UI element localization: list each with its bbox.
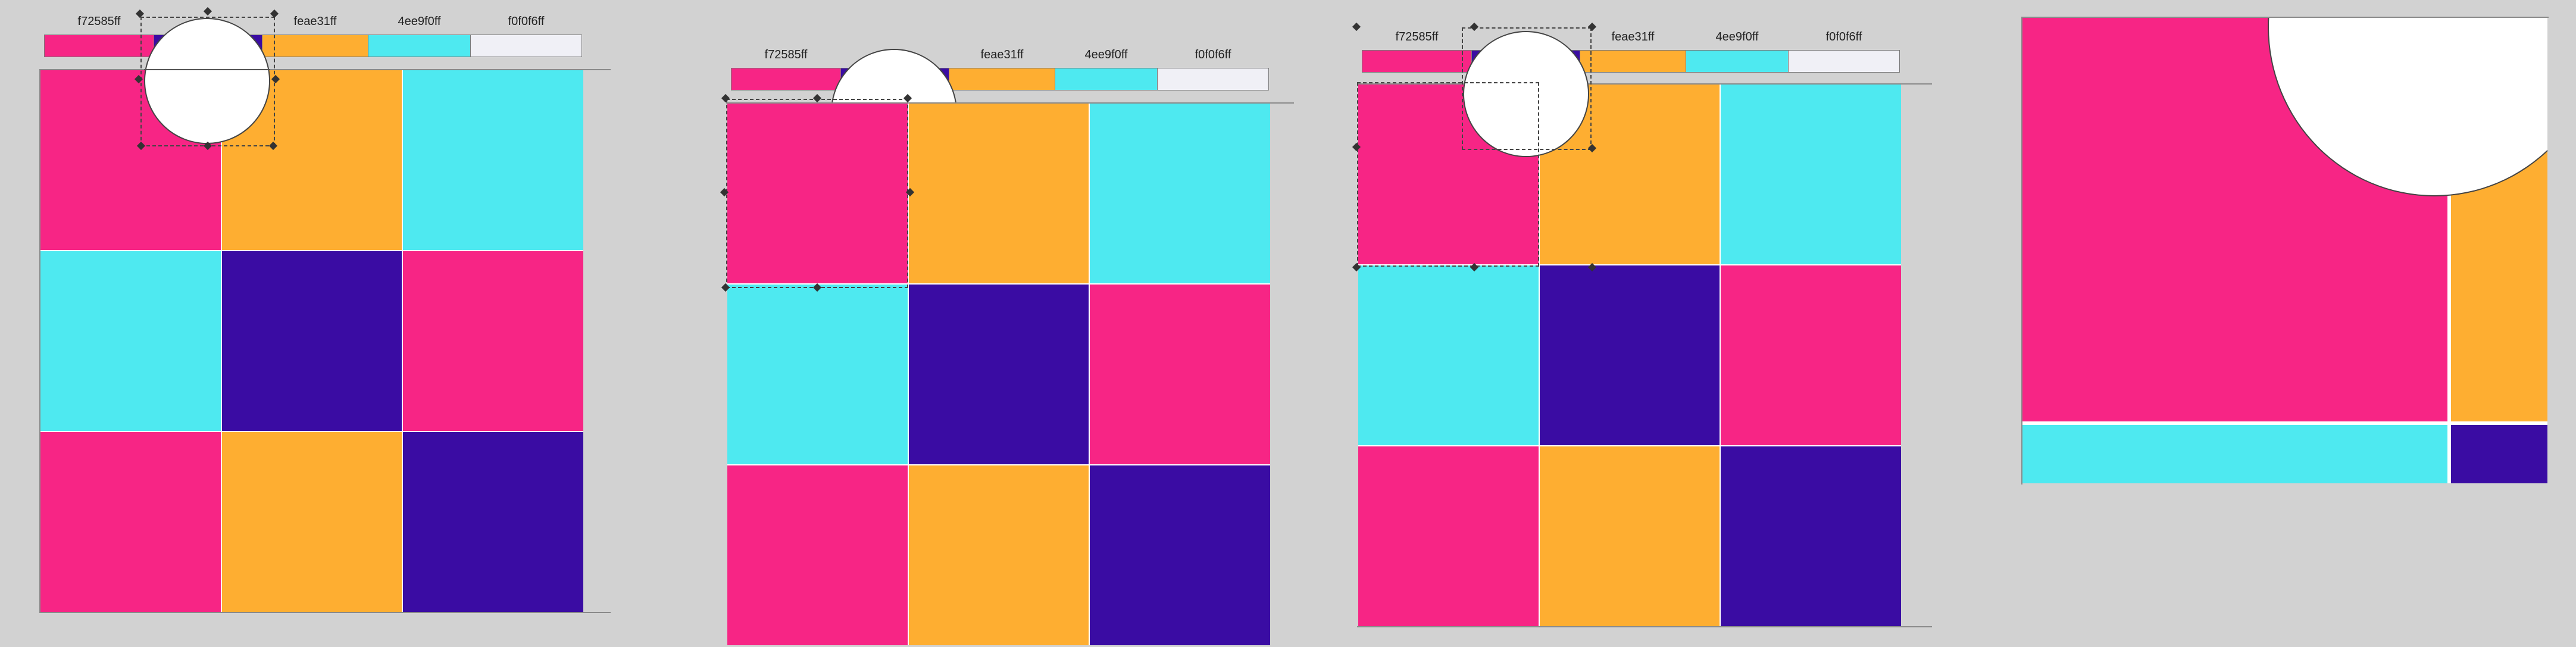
swatch-label: f72585ff <box>77 15 121 28</box>
panel-4-zoomed <box>2018 0 2576 647</box>
swatch-orange[interactable]: feae31ff <box>1580 30 1686 72</box>
grid-cell[interactable] <box>221 432 402 612</box>
swatch-label: f0f0f6ff <box>1195 48 1231 61</box>
swatch-white[interactable]: f0f0f6ff <box>1789 30 1899 72</box>
circle-shape[interactable] <box>144 18 270 144</box>
grid-cell[interactable] <box>1358 446 1539 626</box>
swatch-label: 4ee9f0ff <box>398 15 441 28</box>
panel-3: f72585ff feae31ff 4ee9f0ff f0f0f6ff <box>1309 0 1964 647</box>
grid-cell[interactable] <box>727 285 908 464</box>
grid-cell[interactable] <box>1090 285 1270 464</box>
left-rule <box>39 69 40 613</box>
panel-1: f72585ff feae31ff 4ee9f0ff f0f0f6ff <box>0 0 619 647</box>
swatch-white[interactable]: f0f0f6ff <box>471 15 582 57</box>
panel-2: f72585ff feae31ff 4ee9f0ff f0f0f6ff <box>655 0 1309 647</box>
grid-cell[interactable] <box>1721 85 1901 264</box>
zoom-cyan-cell[interactable] <box>2022 425 2447 483</box>
color-grid <box>1358 85 1901 626</box>
zoom-indigo-cell[interactable] <box>2451 425 2547 483</box>
palette-bar: f72585ff feae31ff 4ee9f0ff f0f0f6ff <box>731 48 1269 90</box>
grid-cell[interactable] <box>1721 446 1901 626</box>
swatch-magenta[interactable]: f72585ff <box>45 15 154 57</box>
grid-cell[interactable] <box>908 465 1089 645</box>
swatch-label: feae31ff <box>293 15 337 28</box>
grid-cell[interactable] <box>403 70 583 250</box>
grid-cell[interactable] <box>1090 104 1270 283</box>
selection-box[interactable] <box>726 99 908 288</box>
swatch-orange[interactable]: feae31ff <box>262 15 368 57</box>
swatch-label: f72585ff <box>764 48 808 61</box>
grid-cell[interactable] <box>403 251 583 431</box>
selection-box[interactable] <box>1462 27 1592 150</box>
swatch-label: 4ee9f0ff <box>1084 48 1128 61</box>
swatch-label: feae31ff <box>1611 30 1655 43</box>
swatch-white[interactable]: f0f0f6ff <box>1158 48 1268 90</box>
bottom-rule <box>39 612 611 613</box>
grid-cell[interactable] <box>40 432 221 612</box>
color-grid <box>727 104 1270 645</box>
selection-box[interactable] <box>1357 82 1539 267</box>
grid-cell[interactable] <box>1539 265 1720 445</box>
swatch-label: f0f0f6ff <box>508 15 545 28</box>
top-rule <box>726 102 1294 104</box>
swatch-magenta[interactable]: f72585ff <box>1362 30 1472 72</box>
grid-cell[interactable] <box>40 251 221 431</box>
zoom-top-rule <box>2022 17 2549 18</box>
resize-handle-icon[interactable] <box>1352 22 1361 32</box>
swatch-cyan[interactable]: 4ee9f0ff <box>1686 30 1789 72</box>
swatch-label: f72585ff <box>1395 30 1439 43</box>
top-rule <box>1357 83 1932 85</box>
zoom-left-rule <box>2021 17 2022 485</box>
color-grid <box>40 70 583 612</box>
top-rule <box>39 69 611 70</box>
grid-cell[interactable] <box>221 251 402 431</box>
grid-cell[interactable] <box>1539 446 1720 626</box>
swatch-label: 4ee9f0ff <box>1715 30 1759 43</box>
bottom-rule <box>1357 626 1932 627</box>
swatch-label: feae31ff <box>980 48 1024 61</box>
swatch-cyan[interactable]: 4ee9f0ff <box>368 15 471 57</box>
resize-handle-icon[interactable] <box>203 7 212 16</box>
circle-divider <box>144 69 270 70</box>
palette-bar: f72585ff feae31ff 4ee9f0ff f0f0f6ff <box>1362 30 1900 73</box>
circle-shape[interactable] <box>1463 31 1589 157</box>
grid-cell[interactable] <box>908 104 1089 283</box>
zoom-frame <box>2022 18 2547 483</box>
grid-cell[interactable] <box>727 465 908 645</box>
palette-bar: f72585ff feae31ff 4ee9f0ff f0f0f6ff <box>44 15 582 57</box>
swatch-cyan[interactable]: 4ee9f0ff <box>1055 48 1158 90</box>
grid-cell[interactable] <box>1358 265 1539 445</box>
grid-cell[interactable] <box>403 432 583 612</box>
grid-cell[interactable] <box>908 285 1089 464</box>
swatch-magenta[interactable]: f72585ff <box>731 48 841 90</box>
swatch-label: f0f0f6ff <box>1825 30 1862 43</box>
swatch-orange[interactable]: feae31ff <box>949 48 1055 90</box>
grid-cell[interactable] <box>1090 465 1270 645</box>
grid-cell[interactable] <box>727 104 908 283</box>
grid-cell[interactable] <box>1721 265 1901 445</box>
